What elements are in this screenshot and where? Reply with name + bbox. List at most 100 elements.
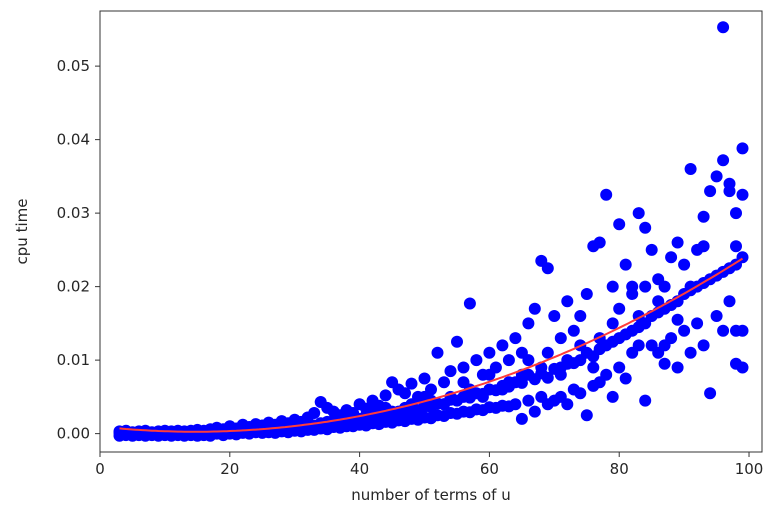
data-point: [561, 295, 574, 308]
data-point: [580, 409, 593, 422]
data-point: [457, 376, 470, 389]
fit-curve: [119, 257, 744, 433]
data-point: [730, 207, 742, 220]
data-point: [405, 377, 418, 390]
data-point: [639, 221, 652, 234]
data-point: [522, 317, 535, 330]
x-tick-label: 40: [350, 460, 369, 478]
y-axis-ticks: 0.00 0.01 0.02 0.03 0.04 0.05: [57, 57, 100, 443]
data-point: [574, 310, 587, 322]
y-tick-label: 0.02: [57, 278, 90, 296]
data-point: [600, 368, 613, 381]
data-point: [736, 188, 749, 201]
data-point: [399, 387, 411, 400]
data-point: [554, 332, 567, 345]
data-point: [438, 398, 450, 411]
data-point: [632, 339, 645, 352]
data-point: [704, 387, 717, 400]
data-point: [671, 313, 684, 326]
data-point: [418, 372, 431, 385]
data-point: [671, 361, 684, 374]
data-point: [665, 332, 678, 345]
data-point: [678, 324, 691, 337]
data-point: [730, 324, 742, 337]
data-point: [606, 280, 619, 293]
data-point: [652, 295, 665, 308]
data-point: [691, 317, 704, 330]
data-point: [580, 288, 593, 300]
data-point: [606, 317, 619, 330]
y-tick-label: 0.01: [57, 351, 90, 369]
data-point: [470, 354, 483, 367]
data-point: [671, 236, 684, 249]
data-point: [658, 280, 671, 293]
data-point: [515, 412, 528, 425]
plot-frame: [99, 10, 763, 453]
x-tick-label: 100: [735, 460, 764, 478]
x-axis-label: number of terms of u: [351, 486, 510, 504]
data-point: [723, 177, 736, 190]
data-point: [567, 324, 580, 337]
data-point: [619, 258, 632, 271]
y-axis-label: cpu time: [13, 199, 31, 265]
data-point: [736, 361, 749, 374]
data-point: [431, 346, 444, 359]
y-tick-label: 0.03: [57, 204, 90, 222]
data-point: [632, 207, 645, 220]
data-point: [463, 297, 476, 310]
data-point: [509, 332, 522, 345]
data-point: [496, 383, 509, 396]
data-point: [717, 21, 730, 34]
data-point: [606, 390, 619, 403]
data-point: [736, 142, 749, 155]
data-point: [710, 310, 723, 322]
data-point: [509, 398, 522, 411]
data-point: [678, 258, 691, 271]
data-point: [522, 394, 535, 407]
data-point: [665, 251, 678, 264]
data-point: [697, 240, 710, 253]
data-point: [723, 295, 736, 308]
x-axis-ticks: 0 20 40 60 80 100: [95, 452, 763, 478]
data-point: [541, 346, 554, 359]
data-point: [645, 243, 658, 256]
y-tick-label: 0.04: [57, 131, 90, 149]
data-point: [730, 240, 742, 253]
data-point: [528, 405, 541, 418]
data-point: [438, 376, 450, 389]
data-point: [476, 390, 489, 403]
data-point: [451, 335, 463, 348]
data-point: [613, 302, 626, 315]
data-point: [658, 357, 671, 370]
data-point: [639, 394, 652, 407]
data-point: [496, 339, 509, 352]
x-tick-label: 0: [95, 460, 105, 478]
data-point: [684, 280, 697, 293]
data-point: [684, 346, 697, 359]
data-point: [541, 262, 554, 275]
data-point: [554, 368, 567, 381]
data-point: [561, 398, 574, 411]
data-point: [717, 154, 730, 167]
data-point: [639, 280, 652, 293]
data-point: [483, 346, 496, 359]
data-point: [457, 361, 470, 374]
data-point: [522, 354, 535, 367]
data-point: [541, 371, 554, 384]
fit-curve-layer: [119, 257, 744, 433]
data-point: [502, 354, 515, 367]
x-tick-label: 60: [480, 460, 499, 478]
y-tick-label: 0.00: [57, 425, 90, 443]
data-point: [619, 372, 632, 385]
data-point: [548, 310, 561, 322]
data-point: [528, 302, 541, 315]
x-tick-label: 80: [610, 460, 629, 478]
data-point: [483, 368, 496, 381]
data-point: [574, 387, 587, 400]
data-point: [379, 389, 392, 402]
data-point: [626, 288, 639, 300]
data-point: [684, 163, 697, 175]
data-point: [308, 407, 321, 419]
data-point: [697, 210, 710, 223]
